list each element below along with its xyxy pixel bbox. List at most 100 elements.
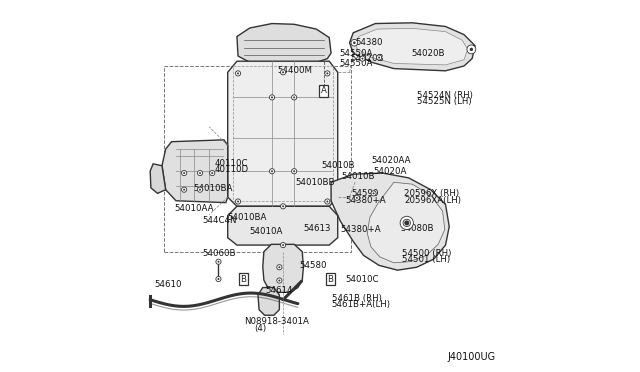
Circle shape	[280, 204, 285, 209]
Circle shape	[404, 220, 410, 225]
Text: 54550A: 54550A	[340, 49, 373, 58]
Circle shape	[236, 71, 241, 76]
Text: 54380: 54380	[355, 38, 383, 46]
Circle shape	[210, 170, 215, 176]
Circle shape	[199, 172, 201, 174]
Circle shape	[211, 172, 213, 174]
Bar	[233, 66, 333, 201]
Circle shape	[282, 205, 284, 207]
Polygon shape	[331, 173, 449, 270]
Polygon shape	[258, 288, 280, 315]
Text: 54010BA: 54010BA	[194, 184, 233, 193]
Circle shape	[292, 95, 297, 100]
Circle shape	[271, 170, 273, 172]
Text: J40100UG: J40100UG	[447, 353, 495, 362]
Bar	[164, 66, 351, 253]
Circle shape	[278, 266, 280, 268]
Circle shape	[356, 197, 358, 199]
Text: 54550A: 54550A	[340, 59, 373, 68]
Text: N08918-3401A: N08918-3401A	[244, 317, 309, 326]
Circle shape	[183, 189, 185, 191]
Circle shape	[282, 71, 284, 73]
Circle shape	[183, 172, 185, 174]
Text: 54501 (LH): 54501 (LH)	[402, 255, 450, 264]
Text: 54010AA: 54010AA	[174, 204, 214, 214]
Polygon shape	[349, 23, 475, 71]
Circle shape	[292, 169, 297, 174]
Text: 54080B: 54080B	[401, 224, 434, 233]
Text: 544C4N: 544C4N	[203, 216, 237, 225]
Text: 54020AA: 54020AA	[371, 155, 410, 165]
Text: 54010BB: 54010BB	[295, 178, 334, 187]
Polygon shape	[237, 23, 331, 62]
Text: 54020B: 54020B	[351, 54, 384, 63]
Circle shape	[216, 259, 221, 264]
Circle shape	[324, 71, 330, 76]
Circle shape	[360, 56, 365, 61]
Circle shape	[293, 170, 295, 172]
Circle shape	[280, 70, 285, 75]
Text: 40110C: 40110C	[215, 158, 248, 168]
Circle shape	[326, 73, 328, 74]
Text: 54020B: 54020B	[412, 49, 445, 58]
Text: 20596XA(LH): 20596XA(LH)	[404, 196, 461, 205]
Text: 54020A: 54020A	[374, 167, 407, 176]
Text: 5461B (RH): 5461B (RH)	[332, 294, 381, 303]
Circle shape	[403, 219, 410, 227]
Circle shape	[372, 192, 374, 194]
Circle shape	[278, 279, 280, 282]
Text: 54613: 54613	[303, 224, 331, 233]
Text: 54524N (RH): 54524N (RH)	[417, 92, 472, 100]
Text: 54010B: 54010B	[322, 161, 355, 170]
Circle shape	[400, 216, 413, 230]
Circle shape	[277, 264, 282, 270]
Text: 54010C: 54010C	[345, 275, 379, 283]
Circle shape	[236, 199, 241, 204]
Circle shape	[467, 45, 476, 54]
Text: 54010BA: 54010BA	[227, 213, 266, 222]
Text: 54610: 54610	[155, 280, 182, 289]
Text: 54580: 54580	[300, 261, 327, 270]
Circle shape	[237, 73, 239, 74]
Circle shape	[182, 170, 187, 176]
Text: (4): (4)	[254, 324, 266, 333]
Polygon shape	[263, 244, 303, 292]
Circle shape	[277, 278, 282, 283]
Text: 54380+A: 54380+A	[346, 196, 387, 205]
Circle shape	[353, 42, 356, 44]
Circle shape	[293, 96, 295, 98]
Text: A: A	[321, 86, 326, 95]
Circle shape	[378, 57, 380, 58]
Circle shape	[269, 169, 275, 174]
Circle shape	[237, 201, 239, 202]
Circle shape	[405, 221, 408, 224]
Circle shape	[271, 96, 273, 98]
Circle shape	[182, 187, 187, 192]
Circle shape	[282, 244, 284, 246]
Circle shape	[269, 95, 275, 100]
Text: B: B	[240, 275, 246, 283]
Polygon shape	[228, 61, 338, 206]
Text: 40110D: 40110D	[215, 165, 249, 174]
Circle shape	[376, 55, 381, 60]
Circle shape	[351, 39, 358, 46]
Text: 54500 (RH): 54500 (RH)	[402, 250, 451, 259]
Circle shape	[197, 170, 203, 176]
Text: 54400M: 54400M	[278, 66, 312, 75]
Circle shape	[197, 187, 203, 192]
Polygon shape	[162, 140, 228, 203]
Text: 54525N (LH): 54525N (LH)	[417, 97, 472, 106]
Text: 54614: 54614	[266, 286, 293, 295]
Circle shape	[199, 189, 201, 191]
Circle shape	[324, 199, 330, 204]
Circle shape	[280, 243, 285, 248]
Text: 5461B+A(LH): 5461B+A(LH)	[332, 300, 391, 309]
Polygon shape	[356, 28, 468, 65]
Circle shape	[218, 278, 220, 280]
Polygon shape	[367, 182, 445, 263]
Text: B: B	[327, 275, 333, 283]
Polygon shape	[228, 206, 338, 245]
Text: 20596X (RH): 20596X (RH)	[404, 189, 460, 198]
Circle shape	[218, 261, 220, 263]
Circle shape	[326, 201, 328, 202]
